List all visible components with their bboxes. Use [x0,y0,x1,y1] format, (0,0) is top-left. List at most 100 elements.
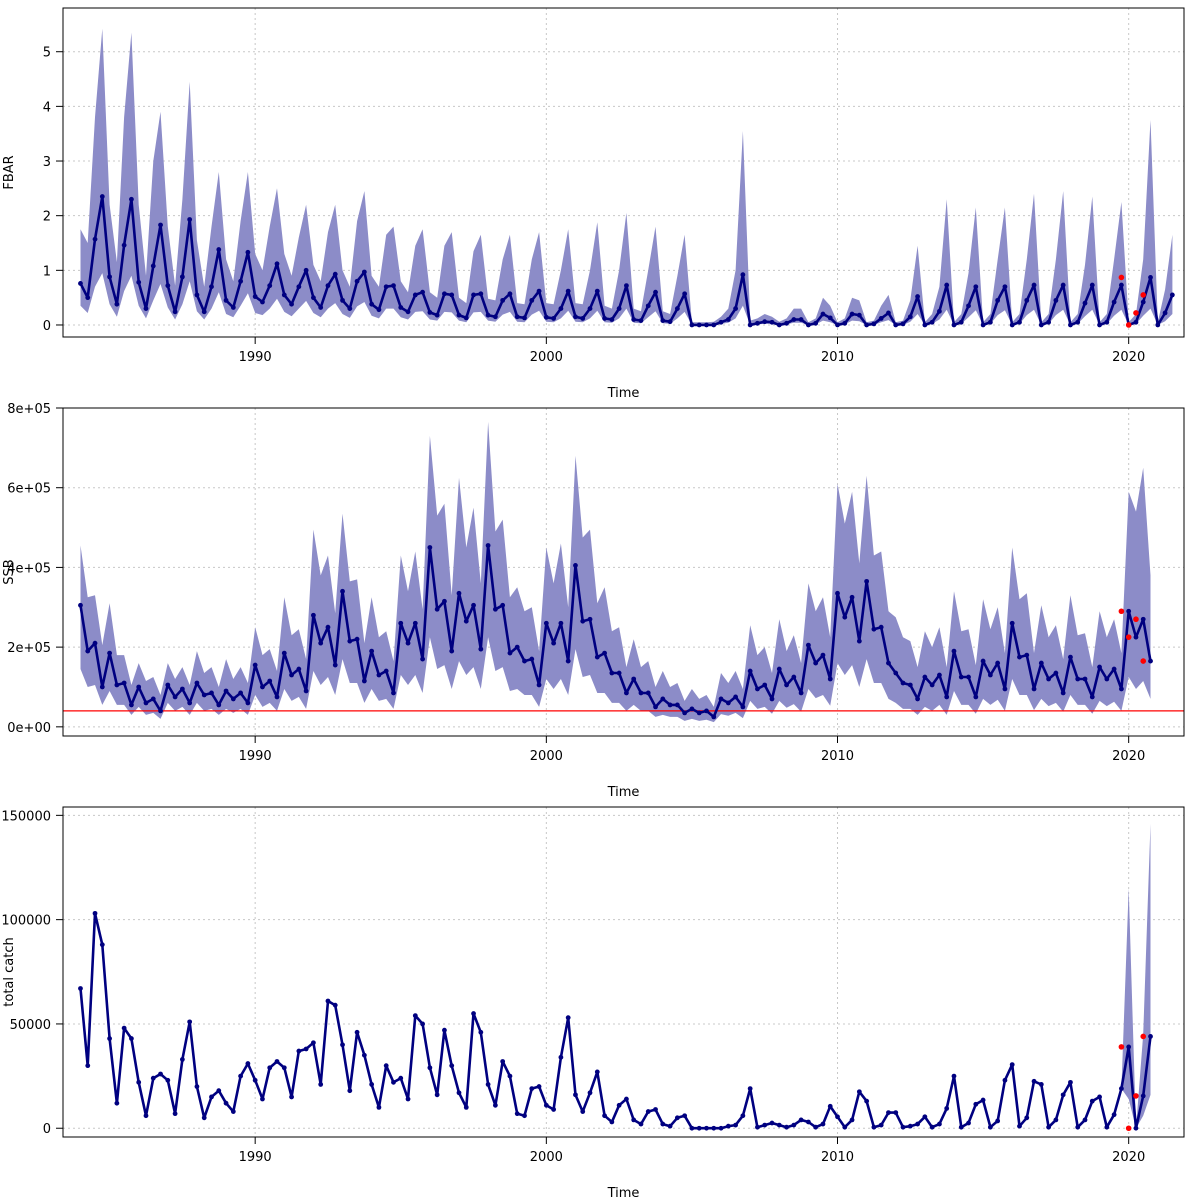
data-point [412,1013,418,1018]
data-point [1053,297,1059,303]
y-tick-label: 2e+05 [7,641,51,656]
data-point [369,648,375,654]
data-point [289,301,294,307]
data-point [143,306,149,311]
data-point [689,706,695,712]
data-point [412,620,418,626]
y-tick-label: 50000 [10,1018,51,1033]
data-point [1046,319,1052,325]
data-point [674,1115,680,1121]
data-point [638,690,644,696]
data-point [725,700,731,706]
data-point [536,682,542,688]
x-tick-label: 1990 [239,749,272,764]
data-point [420,656,425,662]
data-point [303,1046,309,1052]
data-point [536,1084,542,1089]
data-point [995,297,1001,303]
forecast-point [1125,322,1132,328]
plot-frame [62,806,1185,1138]
data-point [878,624,884,630]
data-point [624,1096,629,1102]
data-point [995,1118,1001,1124]
data-point [1097,664,1102,670]
confidence-band [80,28,1173,326]
x-tick-label: 2020 [1112,749,1145,764]
data-point [791,674,797,680]
data-point [711,714,717,720]
y-tick-label: 3 [43,155,51,170]
data-point [1002,284,1008,290]
data-point [682,710,688,716]
data-point [99,942,105,948]
data-point [813,320,819,326]
y-tick-label: 100000 [1,914,51,929]
data-point [398,1075,404,1081]
data-point [274,1059,280,1064]
y-tick-label: 0e+00 [7,721,51,736]
forecast-point [1125,634,1132,640]
data-point [907,314,913,320]
data-point [616,306,622,311]
data-point [434,606,440,612]
data-point [325,624,331,630]
data-point [987,319,993,325]
data-point [507,650,513,656]
data-point [187,1019,193,1025]
data-point [543,1102,549,1108]
data-point [529,656,535,662]
data-point [667,702,673,708]
data-point [1046,676,1052,682]
data-point [682,291,688,297]
data-point [602,1113,607,1119]
data-point [471,292,476,298]
data-point [602,650,607,656]
data-point [798,317,804,322]
data-point [1038,322,1044,328]
data-point [573,563,578,568]
data-point [463,1104,469,1110]
data-point [369,301,375,307]
data-point [332,271,338,277]
data-point [223,688,229,694]
y-axis-title: total catch [2,937,17,1006]
data-point [937,672,942,678]
data-point [485,543,491,548]
data-point [78,602,83,608]
data-point [85,648,91,654]
data-point [1118,686,1124,692]
data-point [886,1110,891,1115]
data-point [1104,676,1110,682]
data-point [856,312,862,318]
data-point [587,306,593,311]
data-point [492,314,498,320]
data-point [1140,1093,1146,1099]
data-point [871,321,877,327]
y-axis-title: SSB [2,559,17,584]
data-point [580,316,586,321]
y-tick-label: 1 [43,264,51,279]
data-point [987,1124,993,1130]
data-point [354,636,360,642]
data-point [915,294,920,299]
data-point [296,1048,302,1054]
data-point [995,660,1001,666]
forecast-point [1133,1093,1139,1099]
data-point [747,1086,753,1092]
data-point [755,320,760,326]
data-point [172,309,178,315]
data-point [1009,1062,1015,1068]
data-point [755,686,760,692]
data-point [325,998,331,1004]
data-point [543,620,549,626]
data-point [616,670,622,676]
data-point [711,1125,717,1131]
data-point [107,1036,112,1041]
data-point [951,648,957,654]
data-point [1053,1117,1059,1123]
data-point [667,319,673,325]
forecast-points [1118,274,1147,328]
data-point [1046,1124,1052,1130]
data-point [784,320,789,326]
data-point [1017,319,1022,325]
